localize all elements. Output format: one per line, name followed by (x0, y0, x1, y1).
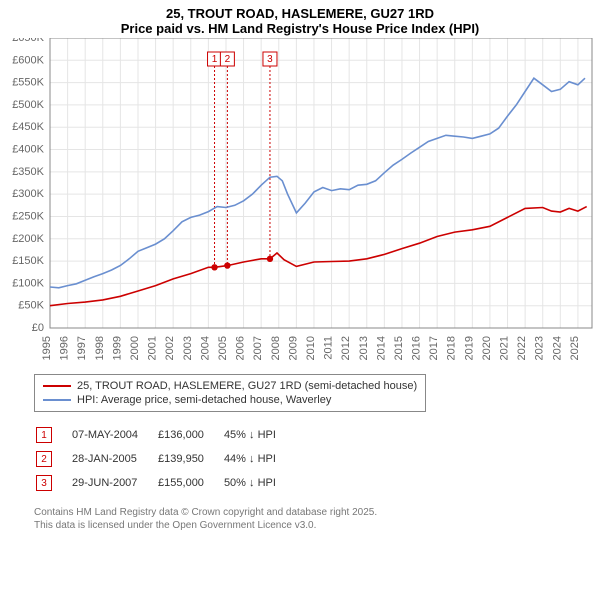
x-tick-label: 2013 (358, 336, 370, 360)
y-tick-label: £650K (12, 38, 44, 44)
x-tick-label: 2000 (129, 336, 141, 360)
footer-line-2: This data is licensed under the Open Gov… (34, 519, 600, 532)
sale-delta: 50% ↓ HPI (224, 472, 294, 494)
y-tick-label: £450K (12, 121, 44, 133)
y-tick-label: £0 (32, 322, 44, 334)
sale-marker-number: 2 (225, 54, 231, 65)
y-tick-label: £250K (12, 210, 44, 222)
x-tick-label: 2003 (182, 336, 194, 360)
y-tick-label: £100K (12, 277, 44, 289)
x-tick-label: 2017 (428, 336, 440, 360)
sale-marker-cell: 3 (36, 472, 70, 494)
y-tick-label: £50K (18, 300, 44, 312)
x-tick-label: 2010 (305, 336, 317, 360)
sale-marker-icon: 3 (36, 475, 52, 491)
x-tick-label: 2011 (323, 336, 335, 360)
sales-row: 1 07-MAY-2004£136,00045% ↓ HPI (36, 424, 294, 446)
x-tick-label: 1999 (111, 336, 123, 360)
sale-marker-cell: 2 (36, 448, 70, 470)
y-tick-label: £500K (12, 99, 44, 111)
series-paid (50, 207, 587, 306)
series-hpi (50, 78, 585, 288)
x-tick-label: 2021 (499, 336, 511, 360)
x-tick-label: 1996 (59, 336, 71, 360)
sales-table: 1 07-MAY-2004£136,00045% ↓ HPI 2 28-JAN-200… (34, 422, 296, 496)
title-line-2: Price paid vs. HM Land Registry's House … (0, 21, 600, 36)
x-tick-label: 2009 (287, 336, 299, 360)
chart-area: £0 £50K £100K £150K £200K £250K £300K £350K £400… (0, 38, 600, 368)
sale-date: 29-JUN-2007 (72, 472, 156, 494)
x-tick-label: 2007 (252, 336, 264, 360)
sale-delta: 44% ↓ HPI (224, 448, 294, 470)
x-tick-label: 2022 (516, 336, 528, 360)
sale-date: 28-JAN-2005 (72, 448, 156, 470)
y-tick-label: £350K (12, 166, 44, 178)
legend-label: HPI: Average price, semi-detached house,… (77, 394, 331, 406)
sale-marker-number: 1 (212, 54, 218, 65)
x-tick-label: 2004 (199, 336, 211, 360)
x-tick-label: 2020 (481, 336, 493, 360)
x-tick-label: 2008 (270, 336, 282, 360)
sale-marker-cell: 1 (36, 424, 70, 446)
x-tick-label: 2006 (235, 336, 247, 360)
x-tick-label: 2001 (147, 336, 159, 360)
line-chart-svg: £0 £50K £100K £150K £200K £250K £300K £350K £400… (0, 38, 600, 368)
y-tick-label: £200K (12, 233, 44, 245)
y-tick-label: £600K (12, 54, 44, 66)
footer-line-1: Contains HM Land Registry data © Crown c… (34, 506, 600, 519)
y-tick-label: £400K (12, 144, 44, 156)
legend-item: HPI: Average price, semi-detached house,… (43, 393, 417, 407)
sales-row: 3 29-JUN-2007£155,00050% ↓ HPI (36, 472, 294, 494)
sale-date: 07-MAY-2004 (72, 424, 156, 446)
legend-swatch (43, 399, 71, 401)
x-tick-label: 1998 (94, 336, 106, 360)
x-tick-label: 2016 (411, 336, 423, 360)
sale-delta: 45% ↓ HPI (224, 424, 294, 446)
x-tick-label: 1997 (76, 336, 88, 360)
x-tick-label: 2023 (534, 336, 546, 360)
y-tick-label: £300K (12, 188, 44, 200)
sale-price: £136,000 (158, 424, 222, 446)
x-tick-label: 2015 (393, 336, 405, 360)
title-line-1: 25, TROUT ROAD, HASLEMERE, GU27 1RD (0, 6, 600, 21)
legend-swatch (43, 385, 71, 387)
legend-label: 25, TROUT ROAD, HASLEMERE, GU27 1RD (sem… (77, 380, 417, 392)
x-tick-label: 1995 (41, 336, 53, 360)
sale-price: £155,000 (158, 472, 222, 494)
x-tick-label: 2025 (569, 336, 581, 360)
footer-attribution: Contains HM Land Registry data © Crown c… (34, 506, 600, 532)
sales-row: 2 28-JAN-2005£139,95044% ↓ HPI (36, 448, 294, 470)
sale-marker-icon: 1 (36, 427, 52, 443)
y-tick-label: £550K (12, 77, 44, 89)
chart-title: 25, TROUT ROAD, HASLEMERE, GU27 1RD Pric… (0, 0, 600, 38)
sale-marker-number: 3 (267, 54, 273, 65)
x-tick-label: 2005 (217, 336, 229, 360)
x-tick-label: 2014 (375, 336, 387, 360)
sale-price: £139,950 (158, 448, 222, 470)
legend: 25, TROUT ROAD, HASLEMERE, GU27 1RD (sem… (34, 374, 426, 412)
sale-marker-icon: 2 (36, 451, 52, 467)
x-tick-label: 2012 (340, 336, 352, 360)
legend-item: 25, TROUT ROAD, HASLEMERE, GU27 1RD (sem… (43, 379, 417, 393)
y-tick-label: £150K (12, 255, 44, 267)
x-tick-label: 2024 (551, 336, 563, 360)
x-tick-label: 2018 (446, 336, 458, 360)
x-tick-label: 2019 (463, 336, 475, 360)
x-tick-label: 2002 (164, 336, 176, 360)
